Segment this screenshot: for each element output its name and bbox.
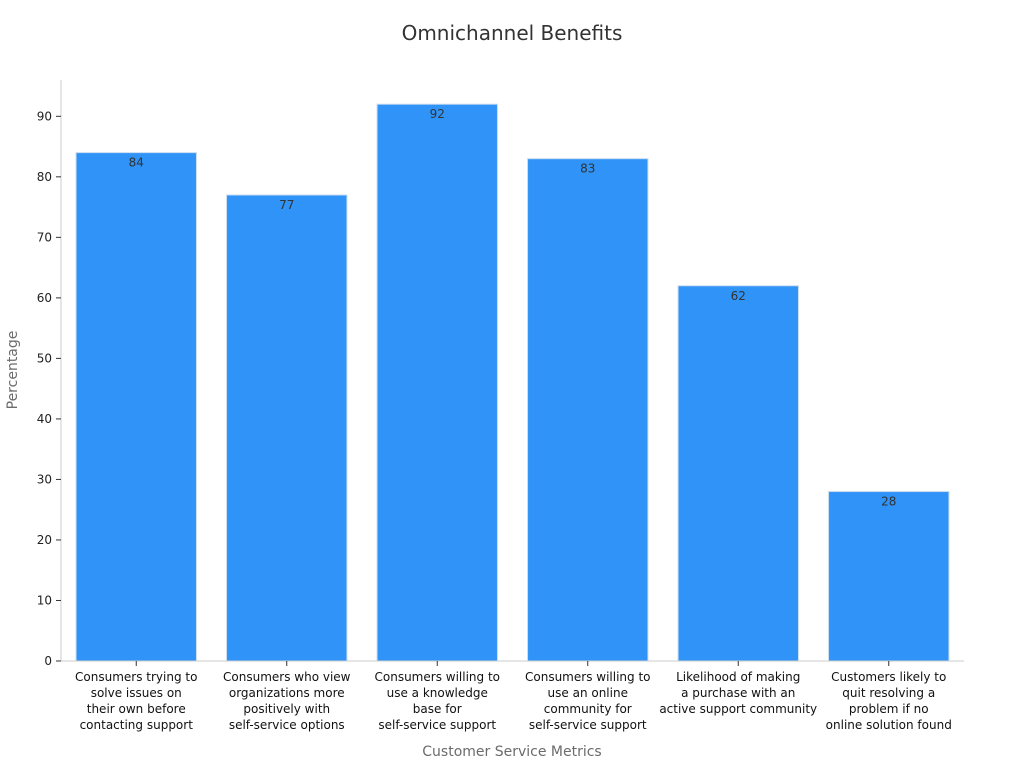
x-tick-label: Consumers trying to solve issues on their … — [75, 670, 197, 732]
x-tick-label-line: community for — [544, 702, 632, 716]
data-label: 77 — [279, 198, 294, 212]
y-tick-label: 50 — [37, 351, 52, 365]
y-tick-label: 30 — [37, 472, 52, 486]
y-tick-label: 40 — [37, 412, 52, 426]
x-tick-label: Consumers willing to use an online communi… — [525, 670, 651, 732]
y-tick-label: 90 — [37, 109, 52, 123]
x-tick-label-line: contacting support — [80, 718, 194, 732]
x-tick-label-line: Consumers trying to — [75, 670, 197, 684]
y-tick-label: 0 — [44, 654, 52, 668]
y-tick-label: 20 — [37, 533, 52, 547]
y-tick-label: 60 — [37, 291, 52, 305]
x-tick-label-line: Customers likely to — [831, 670, 946, 684]
x-tick-label-line: quit resolving a — [842, 686, 935, 700]
bar — [376, 103, 498, 662]
x-tick-label-line: solve issues on — [91, 686, 182, 700]
x-tick-label-line: Consumers who view — [223, 670, 351, 684]
data-label: 84 — [129, 156, 144, 170]
data-label: 92 — [430, 107, 445, 121]
x-axis-title: Customer Service Metrics — [422, 744, 601, 760]
x-tick-label-line: self-service options — [229, 718, 345, 732]
x-tick-label-line: self-service support — [529, 718, 647, 732]
x-tick-label-line: problem if no — [849, 702, 929, 716]
bar — [527, 158, 649, 662]
x-tick-label-line: use an online — [548, 686, 628, 700]
x-tick-label-line: active support community — [659, 702, 817, 716]
data-labels-layer: 84 77 92 83 62 28 — [129, 107, 897, 508]
bars-layer — [75, 103, 950, 662]
x-tick-label-line: their own before — [87, 702, 186, 716]
bar — [677, 285, 799, 662]
x-tick-label-line: base for — [413, 702, 462, 716]
bar — [226, 194, 348, 662]
y-tick-label: 10 — [37, 593, 52, 607]
y-axis-title: Percentage — [5, 331, 21, 410]
x-tick-label-line: Likelihood of making — [676, 670, 800, 684]
x-tick-label-line: Consumers willing to — [525, 670, 651, 684]
x-tick-label: Consumers who view organizations more posi… — [223, 670, 351, 732]
x-tick-label-line: self-service support — [378, 718, 496, 732]
data-label: 62 — [731, 289, 746, 303]
axes-layer: 0 10 20 30 40 50 60 70 80 90 Consumers trying to so… — [37, 80, 964, 732]
data-label: 83 — [580, 162, 595, 176]
y-tick-label: 70 — [37, 230, 52, 244]
x-tick-label-line: positively with — [243, 702, 330, 716]
x-tick-label-line: a purchase with an — [681, 686, 795, 700]
x-tick-label-line: use a knowledge — [387, 686, 488, 700]
bar — [75, 152, 197, 662]
x-tick-label-line: Consumers willing to — [375, 670, 501, 684]
x-tick-label: Likelihood of making a purchase with an ac… — [659, 670, 817, 716]
chart-title: Omnichannel Benefits — [402, 21, 623, 45]
data-label: 28 — [881, 495, 896, 509]
x-tick-label-line: organizations more — [229, 686, 345, 700]
x-tick-label: Customers likely to quit resolving a probl… — [826, 670, 952, 732]
x-tick-label: Consumers willing to use a knowledge base … — [375, 670, 501, 732]
x-tick-label-line: online solution found — [826, 718, 952, 732]
y-tick-label: 80 — [37, 170, 52, 184]
bar — [828, 491, 950, 662]
